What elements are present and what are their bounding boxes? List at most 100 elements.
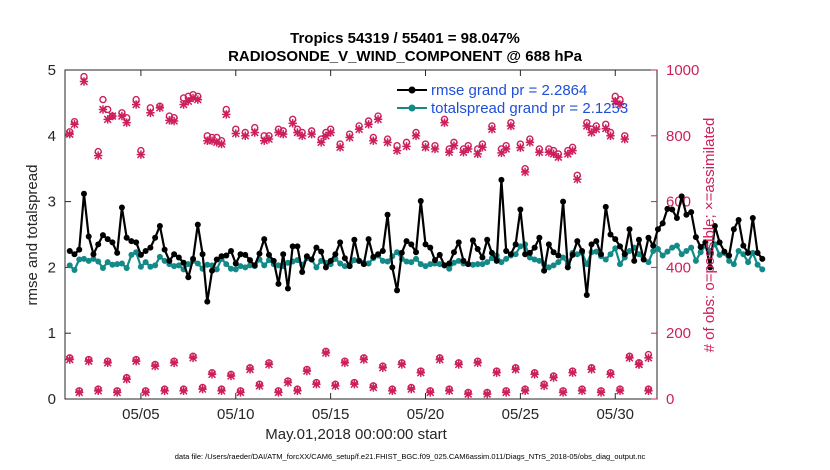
data-file-footnote: data file: /Users/raeder/DAI/ATM_forcXX/… <box>175 452 646 461</box>
obs-assimilated-marker <box>98 105 108 114</box>
rmse-point <box>688 209 695 216</box>
obs-assimilated-marker <box>288 119 297 128</box>
y-right-axis-label: # of obs: o=possible; ×=assimilated <box>701 118 718 353</box>
rmse-point <box>659 220 666 227</box>
obs-assimilated-marker <box>141 388 150 397</box>
obs-assimilated-marker <box>75 388 84 397</box>
rmse-point <box>180 259 187 266</box>
y-tick-label: 2 <box>48 259 56 276</box>
rmse-point <box>574 238 581 245</box>
totalspread-point <box>555 259 562 266</box>
y-right-tick-label: 200 <box>666 325 691 342</box>
obs-assimilated-marker <box>217 139 226 149</box>
totalspread-point <box>446 265 453 272</box>
y-right-tick-label: 400 <box>666 259 691 276</box>
totalspread-point <box>617 261 623 268</box>
obs-assimilated-marker <box>392 146 402 155</box>
rmse-point <box>166 257 173 264</box>
totalspread-point <box>635 251 642 258</box>
rmse-point <box>664 205 671 212</box>
obs-assimilated-marker <box>426 388 435 397</box>
totalspread-point <box>474 261 481 268</box>
totalspread-point <box>664 248 671 255</box>
totalspread-point <box>365 260 372 267</box>
rmse-point <box>507 251 514 258</box>
rmse-point <box>726 252 733 259</box>
obs-assimilated-marker <box>70 120 79 129</box>
totalspread-point <box>749 249 756 256</box>
obs-assimilated-marker <box>511 365 520 374</box>
rmse-point <box>270 257 277 264</box>
rmse-point <box>261 236 268 243</box>
obs-assimilated-marker <box>549 149 558 159</box>
totalspread-point <box>574 251 581 258</box>
x-tick-label: 05/25 <box>502 406 540 423</box>
obs-assimilated-marker <box>184 97 193 106</box>
legend: rmse grand pr = 2.2864 totalspread grand… <box>397 82 628 117</box>
obs-assimilated-marker <box>459 148 468 157</box>
totalspread-point <box>517 243 524 250</box>
obs-assimilated-marker <box>369 136 378 145</box>
obs-assimilated-marker <box>535 148 544 157</box>
totalspread-point <box>109 261 116 268</box>
rmse-point <box>275 280 282 287</box>
obs-assimilated-marker <box>136 150 146 159</box>
obs-assimilated-marker <box>274 388 283 397</box>
rmse-point <box>327 257 334 264</box>
rmse-point <box>242 251 249 258</box>
rmse-point <box>602 203 609 210</box>
totalspread-point <box>284 259 291 266</box>
obs-assimilated-marker <box>378 363 388 372</box>
totalspread-point <box>313 264 320 271</box>
obs-assimilated-marker <box>516 143 525 152</box>
obs-assimilated-marker <box>94 151 103 160</box>
rmse-point <box>488 249 495 256</box>
rmse-point <box>398 249 405 256</box>
rmse-point <box>635 236 642 243</box>
totalspread-point <box>275 262 282 269</box>
totalspread-point <box>683 247 690 254</box>
rmse-point <box>450 249 457 256</box>
obs-assimilated-marker <box>464 144 473 154</box>
obs-assimilated-marker <box>582 121 591 131</box>
rmse-point <box>114 249 121 256</box>
obs-assimilated-marker <box>359 355 369 364</box>
obs-assimilated-marker <box>103 115 112 124</box>
totalspread-point <box>735 247 742 254</box>
rmse-point <box>190 255 197 262</box>
rmse-point <box>436 251 443 258</box>
obs-assimilated-marker <box>217 386 226 395</box>
totalspread-point <box>455 257 462 264</box>
totalspread-point <box>688 244 695 251</box>
chart-title: Tropics 54319 / 55401 = 98.047% <box>290 30 520 47</box>
obs-assimilated-marker <box>321 348 331 358</box>
totalspread-point <box>730 261 737 268</box>
totalspread-point <box>531 256 538 263</box>
obs-assimilated-marker <box>131 100 141 109</box>
obs-assimilated-marker <box>160 386 169 395</box>
obs-assimilated-marker <box>407 384 416 394</box>
rmse-point <box>465 261 472 268</box>
totalspread-point <box>90 255 97 262</box>
rmse-point <box>71 251 78 258</box>
obs-assimilated-marker <box>94 386 103 395</box>
obs-assimilated-marker <box>245 365 255 374</box>
totalspread-point <box>645 259 652 266</box>
rmse-point <box>280 251 287 258</box>
rmse-point <box>536 234 543 241</box>
totalspread-point <box>536 257 543 264</box>
x-axis-label: May.01,2018 00:00:00 start <box>265 426 447 443</box>
rmse-point <box>251 262 258 269</box>
obs-assimilated-marker <box>293 386 302 395</box>
rmse-point <box>678 193 685 200</box>
totalspread-point <box>612 245 619 252</box>
obs-assimilated-marker <box>250 128 259 137</box>
rmse-point <box>204 298 211 305</box>
obs-assimilated-marker <box>478 143 487 152</box>
obs-assimilated-marker <box>625 353 634 363</box>
obs-assimilated-marker <box>312 379 321 389</box>
totalspread-point <box>114 261 121 268</box>
obs-assimilated-marker <box>65 129 74 139</box>
obs-assimilated-marker <box>563 149 573 159</box>
obs-assimilated-marker <box>644 386 653 395</box>
